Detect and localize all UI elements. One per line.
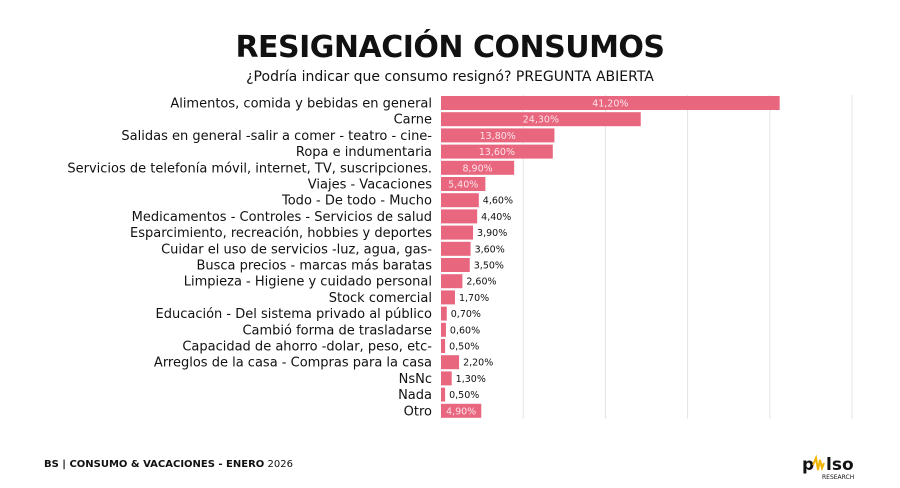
bar xyxy=(441,290,455,305)
category-label: Educación - Del sistema privado al públi… xyxy=(156,307,433,322)
svg-text:RESEARCH: RESEARCH xyxy=(822,474,854,481)
pulso-research-logo: p lso RESEARCH xyxy=(802,454,854,481)
category-label: Nada xyxy=(398,388,432,403)
category-label: Servicios de telefonía móvil, internet, … xyxy=(67,161,432,176)
bar xyxy=(441,193,479,208)
bar-chart: Alimentos, comida y bebidas en general 41… xyxy=(67,95,853,419)
category-label: NsNc xyxy=(399,372,432,387)
data-label: 0,50% xyxy=(449,342,479,353)
data-label: 1,30% xyxy=(456,374,486,385)
data-label: 41,20% xyxy=(592,99,628,110)
bar xyxy=(441,241,471,256)
footer: BS | CONSUMO & VACACIONES - ENERO 2026 xyxy=(44,459,293,470)
data-label: 13,60% xyxy=(479,147,515,158)
bar xyxy=(441,112,641,127)
category-label: Capacidad de ahorro -dolar, peso, etc- xyxy=(182,340,432,355)
data-label: 4,90% xyxy=(446,406,476,417)
bar xyxy=(441,258,470,272)
bar xyxy=(441,177,486,191)
bar xyxy=(441,96,780,110)
data-label: 3,90% xyxy=(477,228,507,239)
category-label: Cuidar el uso de servicios -luz, agua, g… xyxy=(161,242,432,257)
data-label: 0,50% xyxy=(449,390,479,401)
footer-year: 2026 xyxy=(267,459,293,470)
bar xyxy=(441,160,515,175)
bar xyxy=(441,128,555,143)
bar xyxy=(441,209,478,224)
chart-subtitle: ¿Podría indicar que consumo resignó? PRE… xyxy=(246,69,654,85)
category-label: Alimentos, comida y bebidas en general xyxy=(170,97,432,112)
data-label: 2,60% xyxy=(466,277,496,288)
bar xyxy=(441,225,474,240)
category-label: Medicamentos - Controles - Servicios de … xyxy=(132,210,432,225)
bar xyxy=(441,274,463,289)
bar xyxy=(441,339,446,353)
category-label: Viajes - Vacaciones xyxy=(308,178,432,193)
category-label: Salidas en general -salir a comer - teat… xyxy=(121,129,432,144)
data-label: 8,90% xyxy=(462,163,492,174)
data-label: 4,40% xyxy=(481,212,511,223)
data-label: 0,60% xyxy=(450,325,480,336)
category-label: Arreglos de la casa - Compras para la ca… xyxy=(154,356,432,371)
category-label: Todo - De todo - Mucho xyxy=(281,194,432,209)
bar xyxy=(441,355,460,370)
category-label: Otro xyxy=(404,404,432,419)
category-label: Esparcimiento, recreación, hobbies y dep… xyxy=(130,226,432,241)
category-label: Carne xyxy=(394,113,432,128)
data-label: 3,60% xyxy=(475,244,505,255)
data-label: 5,40% xyxy=(448,180,478,191)
bar xyxy=(441,322,446,337)
category-label: Limpieza - Higiene y cuidado personal xyxy=(184,275,432,290)
footer-brand: BS | CONSUMO & VACACIONES - ENERO xyxy=(44,459,265,470)
data-label: 0,70% xyxy=(451,309,481,320)
bar xyxy=(441,403,482,418)
svg-text:lso: lso xyxy=(826,455,854,475)
category-label: Stock comercial xyxy=(329,291,432,306)
svg-text:p: p xyxy=(802,455,814,475)
bar xyxy=(441,306,447,321)
data-label: 4,60% xyxy=(483,196,513,207)
category-label: Ropa e indumentaria xyxy=(296,145,432,160)
data-label: 13,80% xyxy=(480,131,516,142)
data-label: 2,20% xyxy=(463,358,493,369)
data-label: 3,50% xyxy=(474,261,504,272)
data-label: 24,30% xyxy=(523,115,559,126)
category-label: Cambió forma de trasladarse xyxy=(242,323,432,338)
bar xyxy=(441,371,452,386)
data-label: 1,70% xyxy=(459,293,489,304)
chart-title: RESIGNACIÓN CONSUMOS xyxy=(235,30,665,65)
category-label: Busca precios - marcas más baratas xyxy=(196,259,432,274)
bar xyxy=(441,387,446,402)
bar xyxy=(441,144,553,159)
